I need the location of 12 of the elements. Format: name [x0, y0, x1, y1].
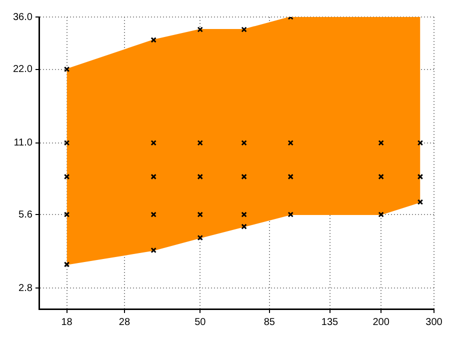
- y-tick-label: 5.6: [18, 209, 33, 220]
- x-tick-label: 50: [194, 316, 206, 328]
- y-tick-label: 22.0: [12, 64, 33, 76]
- x-tick-label: 300: [426, 316, 443, 328]
- x-tick-label: 28: [118, 316, 130, 328]
- y-tick-label: 2.8: [18, 282, 33, 294]
- y-tick-label: 11.0: [14, 138, 33, 149]
- x-tick-label: 18: [61, 316, 73, 328]
- x-tick-label: 85: [264, 316, 276, 328]
- x-tick-label: 135: [321, 316, 339, 328]
- y-tick-label: 36.0: [12, 12, 33, 23]
- x-tick-label: 200: [372, 316, 390, 328]
